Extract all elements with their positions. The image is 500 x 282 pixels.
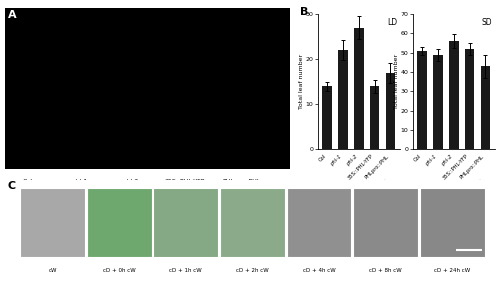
Text: PHLpro::PHL: PHLpro::PHL (460, 153, 485, 180)
Bar (354, 188, 418, 257)
Text: 35S::PHL-YFP: 35S::PHL-YFP (442, 153, 469, 181)
Bar (287, 188, 352, 257)
Text: SD: SD (482, 18, 492, 27)
Text: cD + 8h cW: cD + 8h cW (370, 268, 402, 273)
Y-axis label: Total leaf number: Total leaf number (299, 54, 304, 109)
Text: -GUS phl-1: -GUS phl-1 (367, 178, 390, 202)
Text: B: B (300, 7, 308, 17)
Bar (154, 188, 218, 257)
Text: A: A (8, 10, 16, 20)
Text: -GUS phl-1: -GUS phl-1 (224, 193, 258, 198)
Text: -GUS phl-1: -GUS phl-1 (462, 178, 485, 202)
Bar (449, 41, 458, 149)
Text: Col: Col (318, 153, 327, 163)
Bar (20, 188, 85, 257)
Bar (354, 28, 364, 149)
Bar (465, 49, 474, 149)
Bar (420, 188, 484, 257)
Text: Col: Col (412, 153, 422, 163)
Text: LD: LD (388, 18, 398, 27)
Text: PHLpro::PHL: PHLpro::PHL (364, 153, 390, 180)
Text: 35S::PHL-YFP: 35S::PHL-YFP (347, 153, 374, 181)
Bar (87, 188, 152, 257)
Text: C: C (8, 182, 16, 191)
Text: Col: Col (23, 179, 33, 184)
Text: 35S::PHL-YFP: 35S::PHL-YFP (164, 179, 204, 184)
Text: cD + 24h cW: cD + 24h cW (434, 268, 470, 273)
Text: phl-2: phl-2 (440, 153, 454, 167)
Text: PHLpro::PHL: PHLpro::PHL (222, 179, 260, 184)
Text: phl-1: phl-1 (330, 153, 343, 167)
Text: phl-2: phl-2 (346, 153, 359, 167)
Bar (480, 66, 490, 149)
Text: phl-1: phl-1 (71, 179, 87, 184)
Bar (433, 55, 442, 149)
Bar (370, 86, 380, 149)
Bar (338, 50, 347, 149)
Bar (322, 86, 332, 149)
Text: cD + 1h cW: cD + 1h cW (170, 268, 202, 273)
Text: cD + 0h cW: cD + 0h cW (103, 268, 136, 273)
Text: phl-1: phl-1 (425, 153, 438, 167)
Text: cW: cW (48, 268, 57, 273)
Text: phl-2: phl-2 (122, 179, 138, 184)
Bar (220, 188, 285, 257)
Bar (386, 73, 395, 149)
Text: cD + 2h cW: cD + 2h cW (236, 268, 269, 273)
Text: cD + 4h cW: cD + 4h cW (302, 268, 336, 273)
Bar (418, 51, 427, 149)
Y-axis label: Total leaf number: Total leaf number (394, 54, 399, 109)
